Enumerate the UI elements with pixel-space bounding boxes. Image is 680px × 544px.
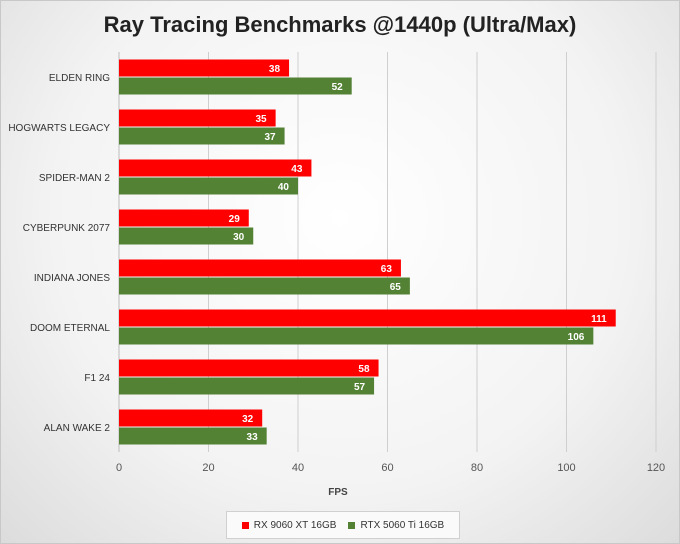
bar-rx-9060-xt-16gb-indiana-jones	[119, 259, 401, 277]
legend: RX 9060 XT 16GB RTX 5060 Ti 16GB	[226, 511, 460, 539]
category-label-indiana-jones: INDIANA JONES	[34, 273, 110, 284]
legend-swatch-rtx-5060-ti	[348, 521, 356, 529]
bar-rtx-5060-ti-16gb-spider-man-2	[119, 177, 298, 195]
x-axis-title: FPS	[328, 487, 348, 498]
data-label-rtx-5060-ti-16gb-alan-wake-2: 33	[247, 432, 259, 443]
x-tick-label-60: 60	[381, 462, 393, 474]
data-label-rx-9060-xt-16gb-spider-man-2: 43	[291, 164, 303, 175]
x-tick-label-80: 80	[471, 462, 483, 474]
bar-rtx-5060-ti-16gb-indiana-jones	[119, 277, 410, 295]
data-label-rx-9060-xt-16gb-indiana-jones: 63	[381, 264, 393, 275]
x-tick-label-100: 100	[557, 462, 575, 474]
bar-rx-9060-xt-16gb-f1-24	[119, 359, 379, 377]
bar-rtx-5060-ti-16gb-f1-24	[119, 377, 375, 395]
data-label-rx-9060-xt-16gb-f1-24: 58	[358, 364, 370, 375]
legend-item-rtx-5060-ti: RTX 5060 Ti 16GB	[348, 520, 444, 531]
category-label-doom-eternal: DOOM ETERNAL	[30, 323, 110, 334]
x-tick-label-40: 40	[292, 462, 304, 474]
legend-item-rx-9060-xt: RX 9060 XT 16GB	[241, 519, 337, 531]
bar-rtx-5060-ti-16gb-cyberpunk-2077	[119, 227, 254, 245]
category-label-elden-ring: ELDEN RING	[49, 73, 110, 84]
bar-rtx-5060-ti-16gb-alan-wake-2	[119, 427, 267, 445]
bar-rx-9060-xt-16gb-doom-eternal	[119, 309, 616, 327]
legend-label-rtx-5060-ti: RTX 5060 Ti 16GB	[360, 519, 445, 531]
bar-rx-9060-xt-16gb-hogwarts-legacy	[119, 109, 276, 127]
category-label-alan-wake-2: ALAN WAKE 2	[44, 423, 111, 434]
bar-rtx-5060-ti-16gb-elden-ring	[119, 77, 352, 95]
legend-swatch-rx-9060-xt	[241, 521, 249, 529]
bar-rtx-5060-ti-16gb-doom-eternal	[119, 327, 594, 345]
category-label-spider-man-2: SPIDER-MAN 2	[39, 173, 111, 184]
data-label-rtx-5060-ti-16gb-hogwarts-legacy: 37	[264, 132, 276, 143]
data-label-rtx-5060-ti-16gb-f1-24: 57	[354, 382, 366, 393]
bar-rx-9060-xt-16gb-spider-man-2	[119, 159, 312, 177]
bar-rx-9060-xt-16gb-alan-wake-2	[119, 409, 263, 427]
bar-rtx-5060-ti-16gb-hogwarts-legacy	[119, 127, 285, 145]
legend-label-rx-9060-xt: RX 9060 XT 16GB	[253, 519, 337, 531]
data-label-rtx-5060-ti-16gb-cyberpunk-2077: 30	[233, 232, 245, 243]
data-label-rx-9060-xt-16gb-elden-ring: 38	[269, 64, 281, 75]
data-label-rx-9060-xt-16gb-alan-wake-2: 32	[242, 414, 254, 425]
data-label-rtx-5060-ti-16gb-indiana-jones: 65	[390, 282, 402, 293]
category-label-cyberpunk-2077: CYBERPUNK 2077	[23, 223, 111, 234]
bar-rx-9060-xt-16gb-cyberpunk-2077	[119, 209, 249, 227]
data-label-rtx-5060-ti-16gb-spider-man-2: 40	[278, 182, 290, 193]
data-label-rtx-5060-ti-16gb-elden-ring: 52	[332, 82, 344, 93]
x-tick-label-0: 0	[116, 462, 122, 474]
data-label-rx-9060-xt-16gb-doom-eternal: 111	[591, 314, 607, 325]
x-tick-label-20: 20	[202, 462, 214, 474]
chart-title: Ray Tracing Benchmarks @1440p (Ultra/Max…	[103, 12, 577, 37]
category-label-f1-24: F1 24	[84, 373, 110, 384]
data-label-rx-9060-xt-16gb-cyberpunk-2077: 29	[229, 214, 241, 225]
data-label-rtx-5060-ti-16gb-doom-eternal: 106	[568, 332, 585, 343]
data-label-rx-9060-xt-16gb-hogwarts-legacy: 35	[256, 114, 268, 125]
category-label-hogwarts-legacy: HOGWARTS LEGACY	[8, 123, 110, 134]
bar-rx-9060-xt-16gb-elden-ring	[119, 59, 290, 77]
x-tick-label-120: 120	[647, 462, 665, 474]
